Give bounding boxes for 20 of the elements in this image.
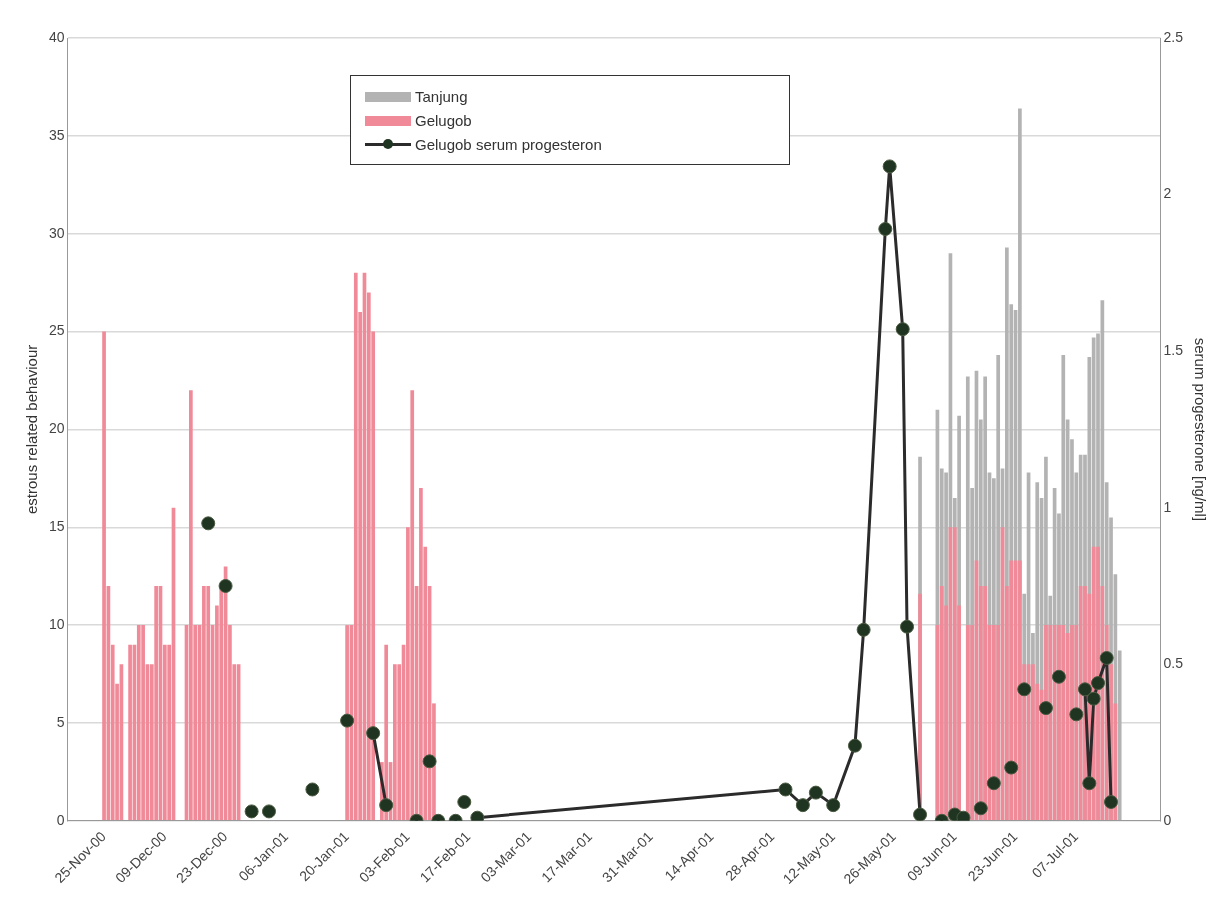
y-tick-label: 40: [48, 28, 65, 45]
legend-label: Gelugob: [415, 111, 472, 129]
y2-tick-label: 0.5: [1163, 655, 1184, 672]
y2-tick-label: 0: [1163, 811, 1172, 828]
y2-tick-label: 2.5: [1163, 28, 1184, 45]
y-tick-label: 5: [56, 713, 65, 730]
y2-tick-label: 1.5: [1163, 341, 1184, 358]
y2-tick-label: 2: [1163, 185, 1172, 202]
y-axis-title: estrous related behaviour: [23, 344, 41, 515]
y2-tick-label: 1: [1163, 498, 1172, 515]
y-tick-label: 20: [48, 420, 65, 437]
legend-label: Gelugob serum progesteron: [415, 135, 602, 153]
legend-label: Tanjung: [415, 87, 468, 105]
y-tick-label: 30: [48, 224, 65, 241]
y-tick-label: 10: [48, 615, 65, 632]
y2-axis-title: serum progesterone [ng/ml]: [1191, 337, 1209, 522]
y-tick-label: 0: [56, 811, 65, 828]
y-tick-label: 35: [48, 126, 65, 143]
y-tick-label: 15: [48, 518, 65, 535]
y-tick-label: 25: [48, 322, 65, 339]
